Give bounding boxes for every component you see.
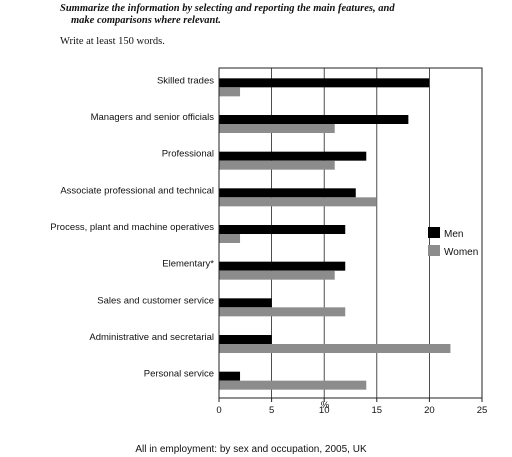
x-tick-label: 25: [477, 405, 488, 416]
bar-men: [219, 78, 430, 88]
axes: 0 5 10 15 20 25: [216, 67, 488, 416]
bar-women: [219, 270, 335, 280]
legend-swatch-men: [428, 227, 440, 238]
bar-men: [219, 335, 272, 344]
bar-women: [219, 344, 451, 353]
bar-men: [219, 371, 241, 381]
x-tick-label: 20: [424, 405, 435, 416]
instructions-line-2: make comparisons where relevant.: [71, 15, 221, 26]
bar-men: [219, 188, 356, 198]
bar-men: [219, 115, 409, 124]
category-labels: Skilled trades Managers and senior offici…: [50, 75, 214, 379]
category-label: Professional: [162, 149, 214, 160]
bar-men: [219, 298, 272, 308]
category-label: Skilled trades: [157, 75, 214, 86]
bar-women: [219, 124, 335, 133]
legend: Men Women: [428, 227, 478, 258]
category-label: Personal service: [144, 369, 214, 380]
legend-label-men: Men: [444, 229, 463, 240]
bar-women: [219, 197, 377, 207]
chart-caption: All in employment: by sex and occupation…: [135, 444, 367, 455]
category-label: Sales and customer service: [97, 295, 214, 306]
word-count-note: Write at least 150 words.: [60, 36, 165, 47]
category-label: Associate professional and technical: [60, 185, 214, 196]
category-label: Administrative and secretarial: [89, 332, 214, 343]
bar-women: [219, 380, 367, 390]
plot-frame: [218, 67, 483, 399]
bars: [219, 78, 451, 390]
bar-women: [219, 234, 241, 243]
bar-women: [219, 87, 241, 97]
x-axis-label: %: [321, 400, 330, 411]
legend-swatch-women: [428, 245, 440, 256]
bar-women: [219, 307, 346, 317]
bar-women: [219, 160, 335, 170]
x-tick-label: 5: [269, 405, 274, 416]
bar-men: [219, 225, 346, 234]
bar-men: [219, 151, 367, 161]
category-label: Process, plant and machine operatives: [50, 222, 214, 233]
category-label: Managers and senior officials: [91, 112, 215, 123]
x-tick-label: 15: [372, 405, 383, 416]
legend-label-women: Women: [444, 247, 478, 258]
instructions-line-1: Summarize the information by selecting a…: [60, 3, 395, 14]
bar-men: [219, 261, 346, 271]
x-tick-label: 10: [319, 405, 330, 416]
category-label: Elementary*: [162, 259, 214, 270]
x-tick-label: 0: [216, 405, 221, 416]
